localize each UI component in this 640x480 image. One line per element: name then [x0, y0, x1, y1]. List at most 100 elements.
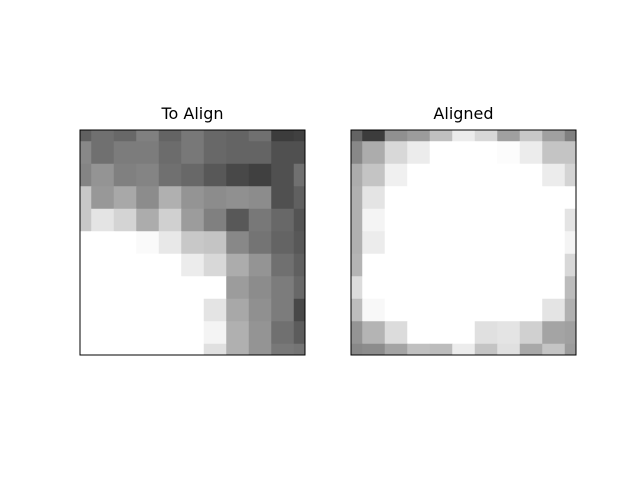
heatmap-cell [271, 163, 295, 187]
heatmap-cell [181, 208, 205, 232]
heatmap-cell [519, 208, 543, 232]
heatmap-cell [91, 276, 115, 300]
heatmap-cell [80, 208, 92, 232]
heatmap-cell [181, 130, 205, 142]
heatmap-cell [181, 186, 205, 210]
heatmap-cell [542, 141, 566, 165]
heatmap-cell [80, 253, 92, 277]
heatmap-cell [542, 208, 566, 232]
heatmap-cell [384, 343, 408, 356]
heatmap-cell [271, 298, 295, 322]
heatmap-cell [362, 141, 386, 165]
heatmap-cell [429, 276, 453, 300]
heatmap-cell [384, 208, 408, 232]
heatmap-cell [226, 130, 250, 142]
heatmap-cell [80, 343, 92, 356]
heatmap-cell [542, 298, 566, 322]
heatmap-cell [181, 253, 205, 277]
heatmap-cell [113, 141, 137, 165]
heatmap-cell [564, 130, 577, 142]
heatmap-cell [474, 276, 498, 300]
heatmap-cell [474, 163, 498, 187]
heatmap-cell [452, 130, 476, 142]
heatmap-cell [181, 298, 205, 322]
heatmap-cell [80, 141, 92, 165]
heatmap-cell [497, 141, 521, 165]
heatmap-cell [91, 186, 115, 210]
heatmap-cell [564, 208, 577, 232]
heatmap-cell [407, 276, 431, 300]
heatmap-cell [91, 163, 115, 187]
heatmap-cell [407, 208, 431, 232]
heatmap-cell [203, 231, 227, 255]
heatmap-cell [384, 130, 408, 142]
heatmap-cell [474, 186, 498, 210]
heatmap-cell [80, 130, 92, 142]
heatmap-cell [248, 208, 272, 232]
heatmap-cell [158, 208, 182, 232]
heatmap-cell [351, 186, 363, 210]
heatmap-cell [497, 343, 521, 356]
heatmap-cell [248, 343, 272, 356]
heatmap-cell [80, 298, 92, 322]
heatmap-cell [80, 276, 92, 300]
heatmap-cell [248, 231, 272, 255]
heatmap-cell [271, 141, 295, 165]
heatmap-cell [407, 321, 431, 345]
heatmap-cell [474, 231, 498, 255]
heatmap-cell [271, 231, 295, 255]
heatmap-cell [158, 253, 182, 277]
heatmap-cell [293, 186, 306, 210]
heatmap-cell [429, 208, 453, 232]
heatmap-cell [248, 186, 272, 210]
heatmap-cell [226, 186, 250, 210]
heatmap-cell [452, 231, 476, 255]
heatmap-cell [158, 321, 182, 345]
heatmap-cell [564, 321, 577, 345]
heatmap-cell [519, 231, 543, 255]
heatmap-cell [248, 141, 272, 165]
heatmap-cell [203, 253, 227, 277]
heatmap-cell [384, 186, 408, 210]
heatmap-cell [564, 276, 577, 300]
heatmap-cell [362, 130, 386, 142]
heatmap-cell [384, 231, 408, 255]
heatmap-cell [136, 298, 160, 322]
heatmap-cell [384, 298, 408, 322]
heatmap-cell [113, 208, 137, 232]
heatmap-cell [362, 231, 386, 255]
heatmap-cell [158, 298, 182, 322]
heatmap-cell [351, 130, 363, 142]
heatmap-cell [497, 208, 521, 232]
heatmap-cell [429, 321, 453, 345]
heatmap-cell [429, 298, 453, 322]
heatmap-cell [136, 276, 160, 300]
heatmap-cell [203, 130, 227, 142]
heatmap-cell [91, 130, 115, 142]
heatmap-cell [158, 343, 182, 356]
heatmap-cell [362, 186, 386, 210]
heatmap-cell [564, 343, 577, 356]
heatmap-cell [136, 141, 160, 165]
heatmap-cell [407, 343, 431, 356]
heatmap-cell [181, 141, 205, 165]
heatmap-cell [248, 130, 272, 142]
heatmap-cell [452, 163, 476, 187]
heatmap-cell [519, 186, 543, 210]
heatmap-cell [519, 141, 543, 165]
heatmap-cell [271, 321, 295, 345]
heatmap-cell [564, 231, 577, 255]
heatmap-cell [362, 208, 386, 232]
heatmap-cell [113, 163, 137, 187]
heatmap-cell [452, 253, 476, 277]
heatmap-cell [452, 186, 476, 210]
heatmap-cell [429, 163, 453, 187]
heatmap-cell [542, 231, 566, 255]
heatmap-cell [542, 163, 566, 187]
heatmap-cell [384, 163, 408, 187]
heatmap-cell [226, 141, 250, 165]
heatmap-cell [519, 321, 543, 345]
heatmap-cell [542, 253, 566, 277]
